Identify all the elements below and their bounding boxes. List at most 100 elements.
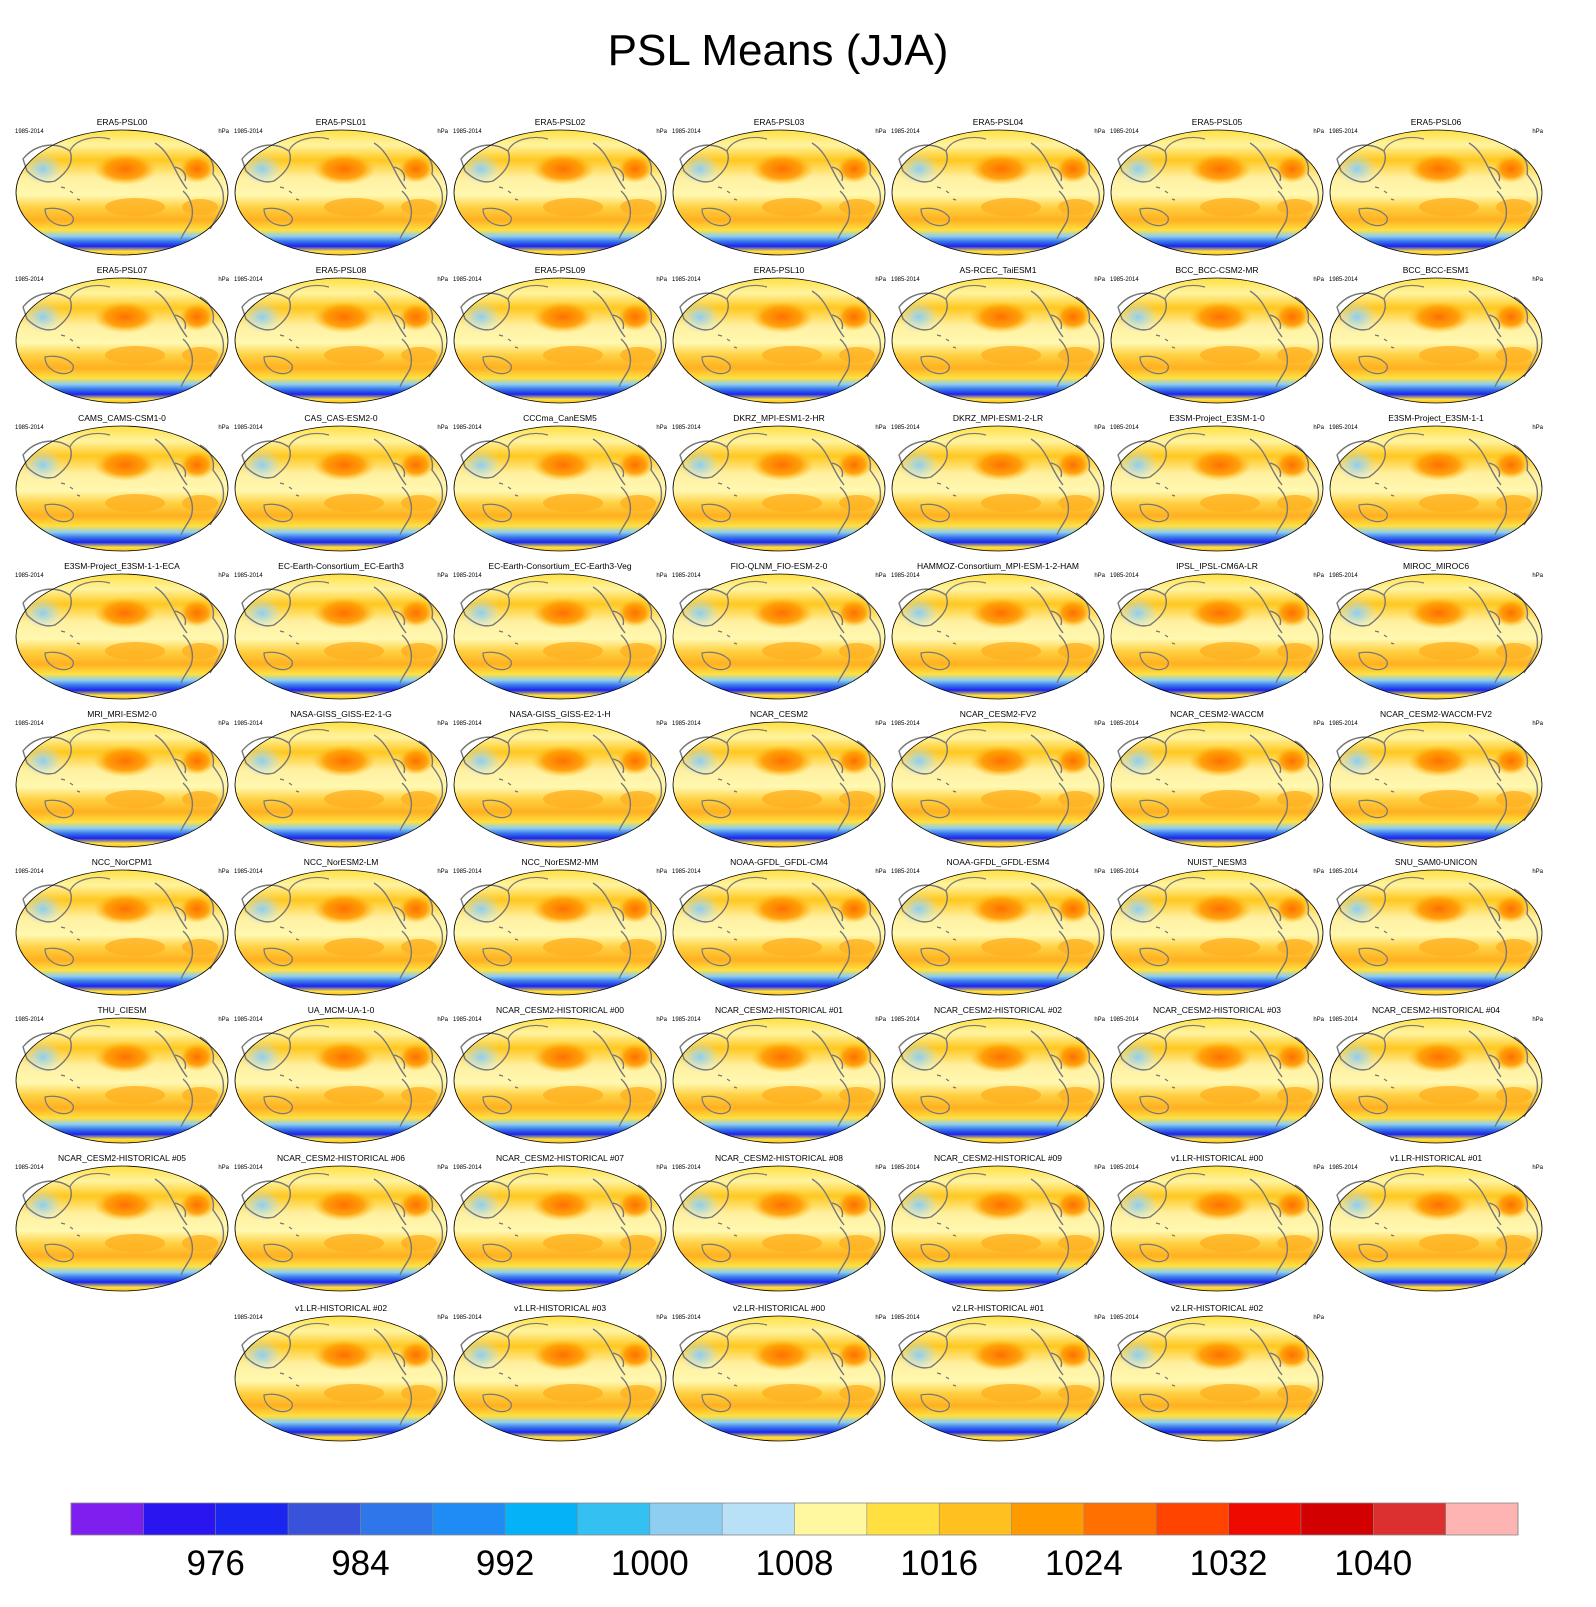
map-image (234, 869, 448, 996)
panel-period-label: 1985-2014 (1110, 425, 1139, 431)
map-panel: NOAA-GFDL_GFDL-CM4 1985-2014 hPa (672, 857, 887, 996)
panel-unit-label: hPa (437, 1315, 448, 1321)
map-image (1110, 1315, 1324, 1442)
panel-period-label: 1985-2014 (1110, 869, 1139, 875)
map-image (891, 869, 1105, 996)
panel-unit-label: hPa (1313, 1017, 1324, 1023)
panel-title: NCAR_CESM2-HISTORICAL #02 (934, 1005, 1062, 1015)
panel-title: ERA5-PSL05 (1192, 117, 1243, 127)
panel-period-label: 1985-2014 (234, 721, 263, 727)
panel-title: FIO-QLNM_FIO-ESM-2-0 (731, 561, 828, 571)
panel-period-label: 1985-2014 (1329, 721, 1358, 727)
panel-title: NCAR_CESM2-FV2 (960, 709, 1037, 719)
map-image (1329, 277, 1543, 404)
panel-unit-label: hPa (875, 425, 886, 431)
map-panel: ERA5-PSL03 1985-2014 hPa (672, 117, 887, 256)
panel-title: v2.LR-HISTORICAL #00 (733, 1303, 825, 1313)
colorbar-tick-label: 1032 (1190, 1544, 1268, 1583)
panel-unit-label: hPa (875, 1165, 886, 1171)
panel-period-label: 1985-2014 (234, 425, 263, 431)
map-panel: ERA5-PSL06 1985-2014 hPa (1329, 117, 1544, 256)
map-panel: NCAR_CESM2-HISTORICAL #02 1985-2014 hPa (891, 1005, 1106, 1144)
panel-unit-label: hPa (1313, 721, 1324, 727)
panel-title: CAS_CAS-ESM2-0 (304, 413, 377, 423)
map-image (891, 1315, 1105, 1442)
colorbar-swatch (577, 1503, 651, 1535)
colorbar-tick-label: 984 (331, 1544, 389, 1583)
panel-period-label: 1985-2014 (15, 277, 44, 283)
panel-unit-label: hPa (656, 1017, 667, 1023)
map-panel: NCAR_CESM2-HISTORICAL #04 1985-2014 hPa (1329, 1005, 1544, 1144)
panel-period-label: 1985-2014 (234, 1315, 263, 1321)
panel-title: AS-RCEC_TaiESM1 (960, 265, 1037, 275)
panel-title: NCC_NorESM2-MM (522, 857, 599, 867)
panel-title: HAMMOZ-Consortium_MPI-ESM-1-2-HAM (917, 561, 1079, 571)
map-image (672, 721, 886, 848)
panel-period-label: 1985-2014 (672, 1017, 701, 1023)
map-image (1329, 721, 1543, 848)
colorbar-swatch (432, 1503, 506, 1535)
panel-unit-label: hPa (1532, 1017, 1543, 1023)
map-image (234, 1165, 448, 1292)
panel-title: ERA5-PSL04 (973, 117, 1024, 127)
map-panel: NCC_NorESM2-LM 1985-2014 hPa (234, 857, 449, 996)
map-panel: HAMMOZ-Consortium_MPI-ESM-1-2-HAM 1985-20… (891, 561, 1106, 700)
panel-unit-label: hPa (1094, 869, 1105, 875)
colorbar-tick-label: 1000 (611, 1544, 689, 1583)
colorbar-swatch (1011, 1503, 1085, 1535)
colorbar-frame (70, 1502, 1519, 1536)
panel-unit-label: hPa (656, 1165, 667, 1171)
panel-period-label: 1985-2014 (234, 573, 263, 579)
map-panel: NCAR_CESM2-HISTORICAL #09 1985-2014 hPa (891, 1153, 1106, 1292)
panel-period-label: 1985-2014 (1329, 1165, 1358, 1171)
panel-period-label: 1985-2014 (672, 425, 701, 431)
panel-unit-label: hPa (437, 129, 448, 135)
panel-period-label: 1985-2014 (891, 573, 920, 579)
panel-period-label: 1985-2014 (672, 573, 701, 579)
map-image (453, 1315, 667, 1442)
map-panel: NOAA-GFDL_GFDL-ESM4 1985-2014 hPa (891, 857, 1106, 996)
colorbar-swatch (794, 1503, 868, 1535)
colorbar-swatch (1083, 1503, 1157, 1535)
map-image (1110, 277, 1324, 404)
map-image (1110, 573, 1324, 700)
panel-period-label: 1985-2014 (15, 573, 44, 579)
panel-title: SNU_SAM0-UNICON (1395, 857, 1477, 867)
map-panel: ERA5-PSL08 1985-2014 hPa (234, 265, 449, 404)
colorbar-swatch (1300, 1503, 1374, 1535)
map-panel: MRI_MRI-ESM2-0 1985-2014 hPa (15, 709, 230, 848)
map-panel: NCAR_CESM2-HISTORICAL #00 1985-2014 hPa (453, 1005, 668, 1144)
panel-unit-label: hPa (1313, 1315, 1324, 1321)
panel-unit-label: hPa (875, 1017, 886, 1023)
panel-title: BCC_BCC-ESM1 (1403, 265, 1470, 275)
panel-unit-label: hPa (1532, 869, 1543, 875)
panel-title: v2.LR-HISTORICAL #01 (952, 1303, 1044, 1313)
map-image (15, 425, 229, 552)
panel-period-label: 1985-2014 (234, 277, 263, 283)
panel-unit-label: hPa (875, 1315, 886, 1321)
panel-title: E3SM-Project_E3SM-1-1-ECA (64, 561, 180, 571)
panel-unit-label: hPa (437, 277, 448, 283)
map-panel: SNU_SAM0-UNICON 1985-2014 hPa (1329, 857, 1544, 996)
map-panel: v2.LR-HISTORICAL #02 1985-2014 hPa (1110, 1303, 1325, 1442)
map-panel: ERA5-PSL04 1985-2014 hPa (891, 117, 1106, 256)
map-image (453, 425, 667, 552)
panel-period-label: 1985-2014 (1110, 1315, 1139, 1321)
map-image (234, 721, 448, 848)
panel-title: NCAR_CESM2-HISTORICAL #09 (934, 1153, 1062, 1163)
panel-unit-label: hPa (1094, 721, 1105, 727)
panel-title: ERA5-PSL02 (535, 117, 586, 127)
map-image (15, 869, 229, 996)
map-panel: ERA5-PSL00 1985-2014 hPa (15, 117, 230, 256)
panel-period-label: 1985-2014 (1110, 129, 1139, 135)
colorbar-swatch (215, 1503, 289, 1535)
colorbar-swatch (1445, 1503, 1519, 1535)
panel-title: NCAR_CESM2-HISTORICAL #05 (58, 1153, 186, 1163)
panel-unit-label: hPa (656, 425, 667, 431)
map-image (1329, 1165, 1543, 1292)
map-image (891, 277, 1105, 404)
panel-title: DKRZ_MPI-ESM1-2-HR (733, 413, 825, 423)
map-image (672, 1165, 886, 1292)
map-image (234, 1017, 448, 1144)
map-panel: ERA5-PSL07 1985-2014 hPa (15, 265, 230, 404)
